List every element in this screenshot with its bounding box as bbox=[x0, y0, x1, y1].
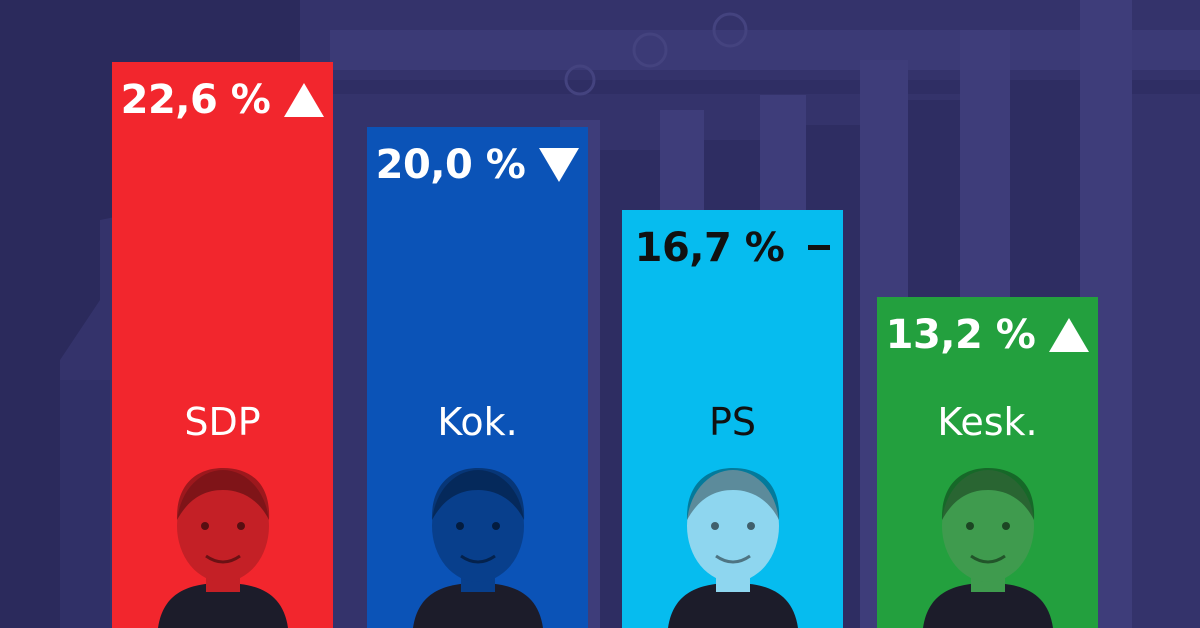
person-portrait-icon bbox=[157, 468, 288, 628]
value-label: 13,2 % bbox=[885, 312, 1036, 359]
person-portrait-icon bbox=[667, 467, 798, 628]
bar-sdp: 22,6 % SDP bbox=[112, 62, 333, 628]
value-label: 16,7 % bbox=[634, 224, 785, 271]
person-portrait-icon bbox=[412, 467, 543, 628]
bar-kok: 20,0 % Kok. bbox=[367, 127, 588, 628]
category-label: Kok. bbox=[437, 399, 518, 444]
bar-kesk: 13,2 % Kesk. bbox=[877, 297, 1098, 628]
value-label-row: 13,2 % bbox=[877, 315, 1098, 355]
person-portrait-icon bbox=[922, 467, 1053, 628]
category-label: Kesk. bbox=[937, 399, 1038, 444]
category-label: PS bbox=[708, 399, 757, 444]
category-label: SDP bbox=[184, 400, 261, 444]
triangle-down-icon bbox=[539, 148, 580, 183]
value-label-row: 20,0 % bbox=[367, 145, 588, 185]
value-label-row: 22,6 % bbox=[112, 80, 333, 120]
dash-icon bbox=[808, 245, 831, 251]
triangle-up-icon bbox=[284, 83, 325, 117]
value-label: 20,0 % bbox=[375, 142, 526, 189]
triangle-up-icon bbox=[1049, 318, 1090, 353]
bar-ps: 16,7 % PS bbox=[622, 209, 843, 628]
value-label: 22,6 % bbox=[120, 77, 271, 123]
value-label-row: 16,7 % bbox=[622, 228, 843, 268]
